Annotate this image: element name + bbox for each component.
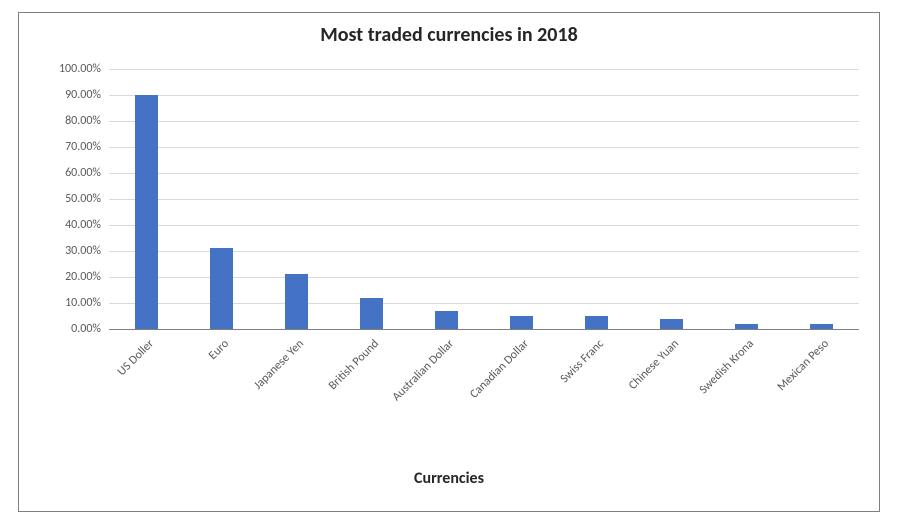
bar: [510, 316, 533, 329]
x-tick-label: Japanese Yen: [155, 337, 306, 488]
bar: [210, 248, 233, 329]
x-axis-line: [109, 329, 859, 330]
x-tick-label: Australian Dollar: [305, 337, 456, 488]
x-tick-label: Canadian Dollar: [380, 337, 531, 488]
gridline: [109, 199, 859, 200]
x-tick-label: Swedish Krona: [605, 337, 756, 488]
y-tick-label: 40.00%: [19, 218, 101, 232]
y-tick-label: 30.00%: [19, 244, 101, 258]
bar: [360, 298, 383, 329]
gridline: [109, 225, 859, 226]
x-tick-label: Chinese Yuan: [530, 337, 681, 488]
gridline: [109, 173, 859, 174]
x-tick-label: Mexican Peso: [680, 337, 831, 488]
bar: [810, 324, 833, 329]
y-tick-label: 0.00%: [19, 322, 101, 336]
x-tick-label: US Doller: [5, 337, 156, 488]
y-tick-label: 80.00%: [19, 114, 101, 128]
plot-area: [109, 69, 859, 329]
gridline: [109, 147, 859, 148]
y-tick-label: 70.00%: [19, 140, 101, 154]
bar: [285, 274, 308, 329]
gridline: [109, 95, 859, 96]
gridline: [109, 69, 859, 70]
x-tick-label: Euro: [80, 337, 231, 488]
chart-title: Most traded currencies in 2018: [19, 23, 879, 47]
y-tick-label: 20.00%: [19, 270, 101, 284]
y-tick-label: 10.00%: [19, 296, 101, 310]
bar: [660, 319, 683, 329]
gridline: [109, 121, 859, 122]
bar: [735, 324, 758, 329]
y-tick-label: 90.00%: [19, 88, 101, 102]
bar: [135, 95, 158, 329]
y-tick-label: 100.00%: [19, 62, 101, 76]
bar: [435, 311, 458, 329]
x-tick-label: Swiss Franc: [455, 337, 606, 488]
x-axis-title: Currencies: [19, 469, 879, 488]
chart-frame: Most traded currencies in 2018 0.00% 10.0…: [18, 12, 880, 512]
x-tick-label: British Pound: [230, 337, 381, 488]
y-tick-label: 60.00%: [19, 166, 101, 180]
y-tick-label: 50.00%: [19, 192, 101, 206]
bar: [585, 316, 608, 329]
